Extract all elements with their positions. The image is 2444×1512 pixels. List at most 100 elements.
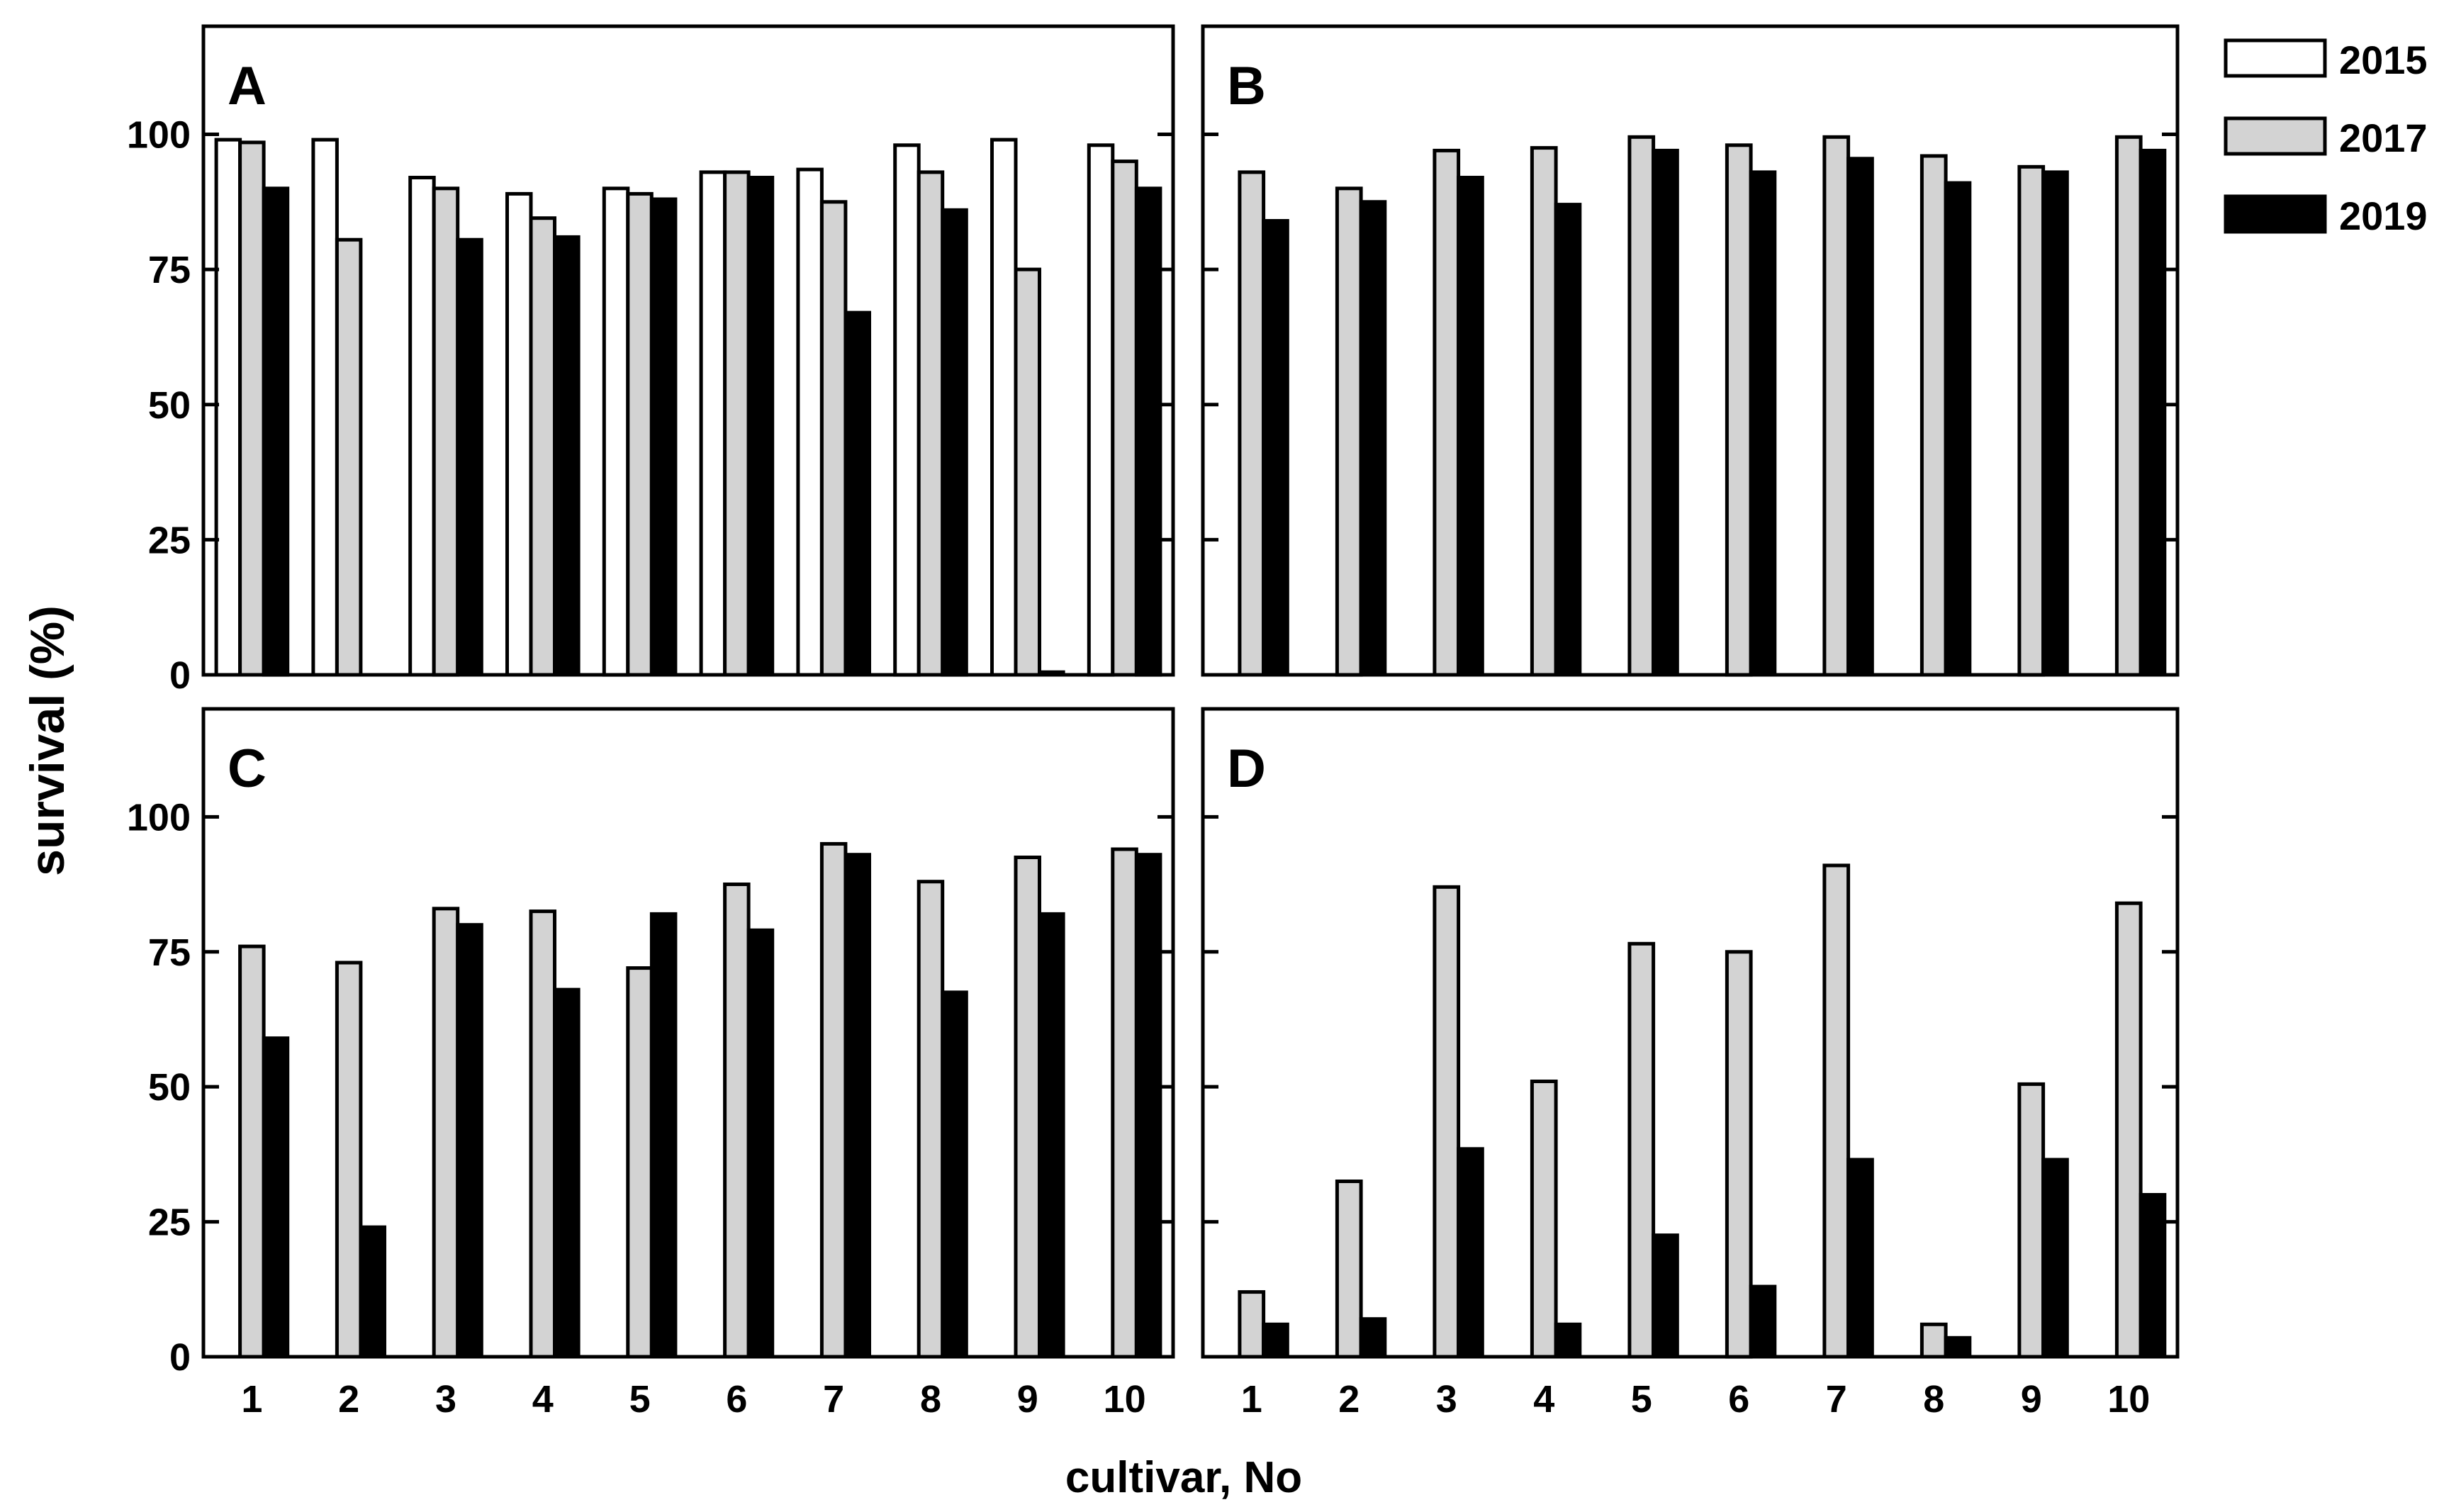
x-tick-label: 8 [1923,1378,1944,1421]
bar-d-2017-cultivar-2 [1335,1180,1363,1359]
bar-b-2017-cultivar-6 [1725,143,1753,677]
bar-a-2015-cultivar-8 [893,143,921,677]
x-tick-label: 5 [629,1378,651,1421]
bar-a-2015-cultivar-9 [990,138,1018,677]
x-tick-label: 1 [241,1378,262,1421]
y-tick-label: 75 [148,931,191,974]
bar-b-2017-cultivar-1 [1238,170,1266,677]
bar-d-2019-cultivar-6 [1749,1284,1777,1359]
y-tick-label: 25 [148,1202,191,1244]
bar-a-2015-cultivar-6 [699,170,727,677]
bar-b-2017-cultivar-5 [1627,135,1656,677]
x-tick-label: 7 [1826,1378,1847,1421]
x-axis-label: cultivar, No [1065,1453,1302,1502]
bar-a-2019-cultivar-4 [553,235,581,677]
y-axis-label: survival (%) [21,605,74,876]
legend-label: 2015 [2339,38,2428,82]
bar-b-2017-cultivar-2 [1335,186,1363,677]
bar-c-2017-cultivar-9 [1014,856,1041,1359]
bar-b-2019-cultivar-8 [1944,181,1972,677]
bar-d-2017-cultivar-3 [1433,885,1461,1359]
x-tick-label: 3 [1436,1378,1457,1421]
bar-d-2019-cultivar-3 [1457,1147,1484,1359]
bar-a-2015-cultivar-5 [602,186,630,677]
legend: 2015 2017 2019 [2224,38,2428,238]
panel-a: 0 25 50 75 100 A [127,24,1175,697]
y-tick-label: 50 [148,1066,191,1109]
bar-a-2017-cultivar-10 [1111,159,1138,677]
bar-d-2017-cultivar-7 [1822,863,1851,1359]
bar-c-2019-cultivar-7 [843,853,871,1359]
bar-d-2017-cultivar-10 [2114,901,2143,1359]
bar-c-2017-cultivar-5 [626,966,654,1359]
panel-label: D [1227,739,1266,799]
bar-d-2019-cultivar-2 [1359,1317,1387,1359]
x-tick-label: 9 [1017,1378,1038,1421]
bar-a-2015-cultivar-3 [408,176,436,677]
bar-c-2019-cultivar-4 [553,987,581,1359]
y-tick-label: 0 [169,1336,191,1379]
bar-b-2017-cultivar-8 [1919,154,1948,677]
bar-c-2017-cultivar-4 [529,909,556,1359]
legend-swatch [2224,194,2327,234]
bar-c-2017-cultivar-6 [723,883,751,1359]
bar-d-2019-cultivar-9 [2041,1158,2069,1359]
bar-c-2017-cultivar-2 [335,961,363,1359]
bar-a-2017-cultivar-3 [432,186,460,677]
bar-b-2017-cultivar-7 [1822,135,1851,677]
y-tick-label: 25 [148,519,191,561]
bar-b-2019-cultivar-9 [2041,170,2069,677]
bar-a-2017-cultivar-7 [819,200,848,677]
legend-swatch [2224,116,2327,156]
bar-d-2019-cultivar-4 [1554,1322,1582,1359]
legend-item-2017: 2017 [2224,116,2428,160]
legend-label: 2017 [2339,116,2428,160]
y-tick-label: 0 [169,654,191,697]
bar-b-2019-cultivar-3 [1457,176,1484,677]
bar-a-2019-cultivar-10 [1134,186,1162,677]
bar-a-2019-cultivar-1 [262,186,290,677]
bar-c-2017-cultivar-7 [819,841,848,1359]
bar-d-2017-cultivar-4 [1530,1080,1558,1359]
bar-b-2019-cultivar-7 [1846,157,1874,677]
panel-label: C [228,739,267,799]
y-tick-label: 75 [148,249,191,291]
bar-a-2015-cultivar-7 [796,167,824,677]
x-tick-label: 4 [1533,1378,1554,1421]
bar-d-2017-cultivar-1 [1238,1290,1266,1359]
bar-a-2017-cultivar-4 [529,216,556,677]
legend-item-2019: 2019 [2224,194,2428,238]
panel-frame [1201,707,2180,1359]
x-tick-label: 4 [532,1378,554,1421]
bar-c-2019-cultivar-9 [1038,912,1065,1359]
bar-a-2015-cultivar-2 [311,138,339,677]
bar-c-2019-cultivar-8 [941,990,968,1359]
bar-d-2017-cultivar-9 [2017,1082,2046,1359]
bar-a-2015-cultivar-4 [505,191,533,677]
y-tick-label: 100 [127,796,191,839]
bar-a-2017-cultivar-6 [723,170,751,677]
bar-b-2017-cultivar-10 [2114,135,2143,677]
bar-b-2019-cultivar-4 [1554,203,1582,677]
x-tick-label: 8 [920,1378,941,1421]
bar-d-2017-cultivar-6 [1725,950,1753,1359]
legend-item-2015: 2015 [2224,38,2428,82]
x-tick-label: 2 [338,1378,359,1421]
bar-a-2017-cultivar-9 [1014,267,1041,677]
bar-a-2019-cultivar-5 [649,197,678,677]
bar-a-2017-cultivar-1 [238,140,266,677]
bar-c-2019-cultivar-1 [262,1036,290,1359]
x-tick-label: 7 [823,1378,844,1421]
bar-b-2019-cultivar-1 [1262,219,1289,677]
chart-panels: 0 25 50 75 100 A B 0 25 50 75 100 1 2 3 4 5 6 7 8 9 10 C 1 2 3 4 5 6… [127,24,2180,1421]
panel-b: B [1201,24,2180,677]
x-tick-label: 9 [2021,1378,2042,1421]
bar-d-2019-cultivar-7 [1846,1158,1874,1359]
bar-d-2017-cultivar-8 [1919,1322,1948,1359]
bar-a-2015-cultivar-1 [214,138,242,677]
bar-c-2019-cultivar-2 [359,1225,386,1359]
bar-b-2019-cultivar-5 [1652,148,1679,677]
x-tick-label: 2 [1338,1378,1360,1421]
panel-c: 0 25 50 75 100 1 2 3 4 5 6 7 8 9 10 C [127,707,1175,1421]
bar-b-2017-cultivar-9 [2017,164,2046,677]
